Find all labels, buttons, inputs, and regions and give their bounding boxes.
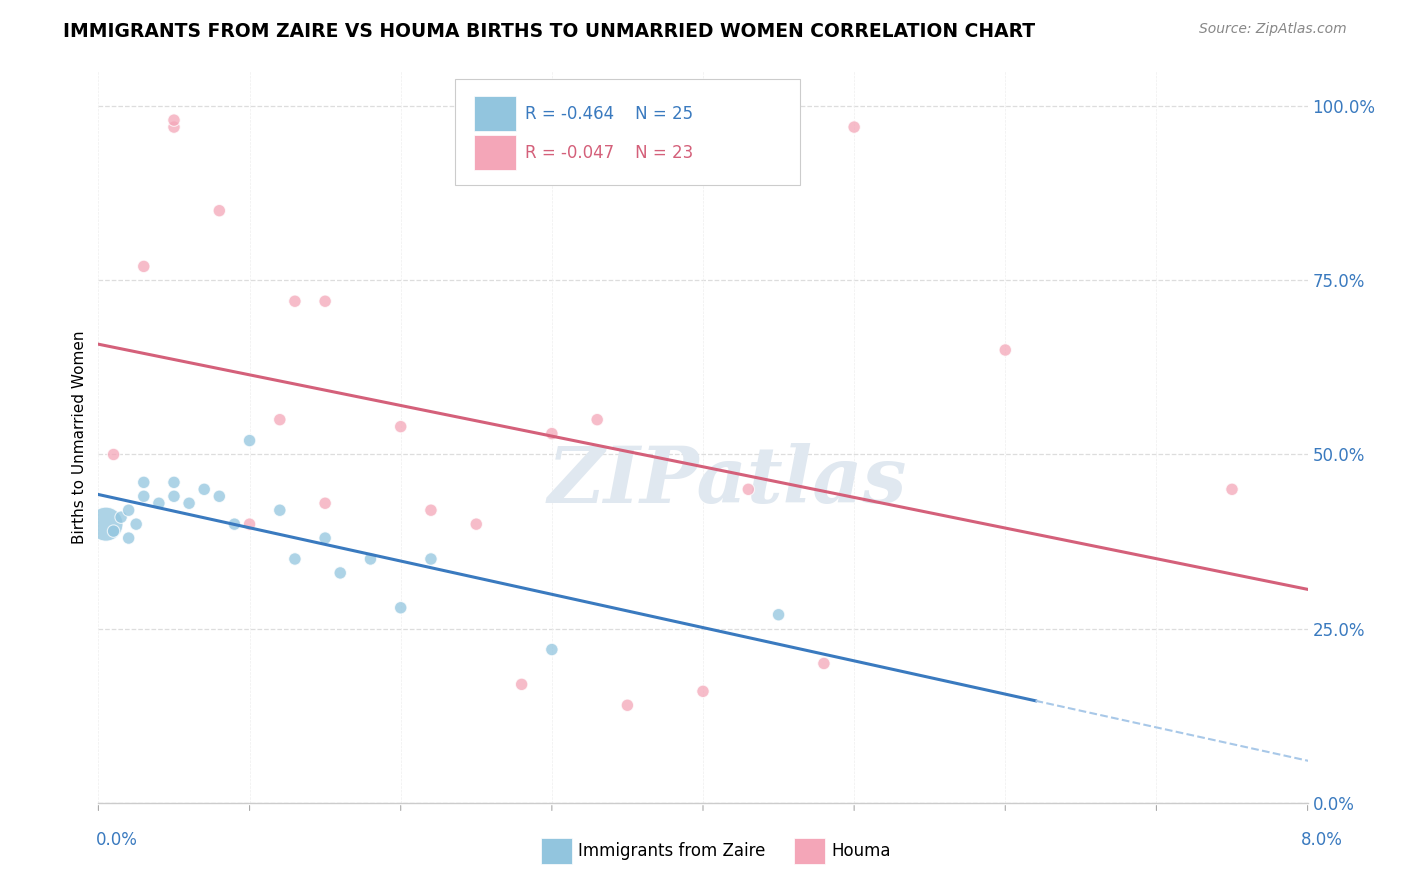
- Point: [616, 698, 638, 713]
- Point: [314, 294, 336, 309]
- Point: [510, 677, 533, 691]
- FancyBboxPatch shape: [474, 96, 516, 131]
- Point: [179, 496, 201, 510]
- FancyBboxPatch shape: [474, 135, 516, 170]
- Point: [994, 343, 1017, 357]
- Text: ZIPatlas: ZIPatlas: [547, 442, 907, 519]
- Point: [94, 517, 117, 532]
- Point: [540, 426, 562, 441]
- Point: [737, 483, 759, 497]
- Text: Source: ZipAtlas.com: Source: ZipAtlas.com: [1199, 22, 1347, 37]
- Point: [132, 260, 155, 274]
- Point: [586, 412, 609, 426]
- Point: [148, 496, 170, 510]
- Point: [132, 475, 155, 490]
- Point: [420, 503, 443, 517]
- Point: [269, 503, 291, 517]
- Text: IMMIGRANTS FROM ZAIRE VS HOUMA BIRTHS TO UNMARRIED WOMEN CORRELATION CHART: IMMIGRANTS FROM ZAIRE VS HOUMA BIRTHS TO…: [63, 22, 1035, 41]
- Point: [284, 294, 307, 309]
- Point: [389, 419, 412, 434]
- Point: [118, 503, 141, 517]
- Point: [163, 120, 186, 134]
- Point: [813, 657, 835, 671]
- Point: [239, 517, 262, 532]
- Point: [208, 203, 231, 218]
- Point: [844, 120, 866, 134]
- Point: [314, 531, 336, 545]
- Point: [132, 489, 155, 503]
- Point: [692, 684, 714, 698]
- Y-axis label: Births to Unmarried Women: Births to Unmarried Women: [72, 330, 87, 544]
- Point: [103, 448, 125, 462]
- Text: R = -0.464    N = 25: R = -0.464 N = 25: [526, 104, 693, 123]
- Point: [389, 600, 412, 615]
- Point: [239, 434, 262, 448]
- Point: [284, 552, 307, 566]
- Point: [103, 524, 125, 538]
- Point: [329, 566, 352, 580]
- Point: [1220, 483, 1243, 497]
- Point: [768, 607, 790, 622]
- Point: [314, 496, 336, 510]
- Point: [360, 552, 382, 566]
- Point: [269, 412, 291, 426]
- Point: [110, 510, 132, 524]
- Text: Houma: Houma: [831, 842, 890, 860]
- FancyBboxPatch shape: [456, 78, 800, 185]
- Point: [163, 113, 186, 128]
- Point: [465, 517, 488, 532]
- Point: [163, 475, 186, 490]
- Point: [118, 531, 141, 545]
- Point: [193, 483, 215, 497]
- Text: 8.0%: 8.0%: [1301, 831, 1343, 849]
- Point: [163, 489, 186, 503]
- Point: [208, 489, 231, 503]
- Point: [540, 642, 562, 657]
- Point: [224, 517, 246, 532]
- Text: R = -0.047    N = 23: R = -0.047 N = 23: [526, 144, 693, 161]
- Point: [420, 552, 443, 566]
- Text: Immigrants from Zaire: Immigrants from Zaire: [578, 842, 765, 860]
- Text: 0.0%: 0.0%: [96, 831, 138, 849]
- Point: [125, 517, 148, 532]
